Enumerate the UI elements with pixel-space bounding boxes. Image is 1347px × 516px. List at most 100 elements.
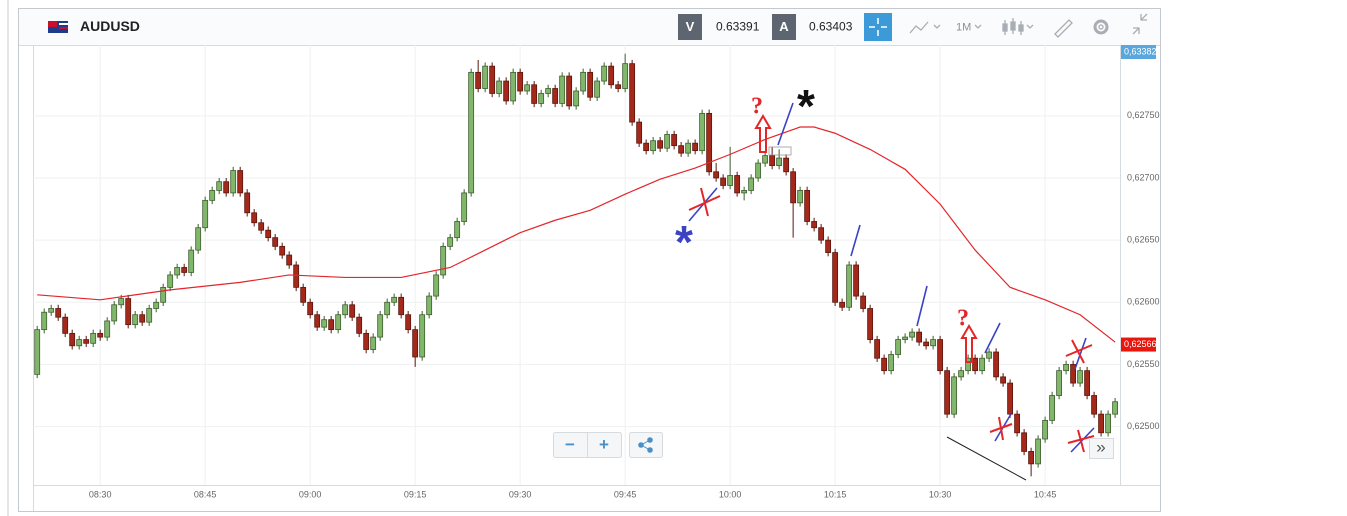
candle-body (902, 336, 909, 340)
candle-body (559, 75, 566, 104)
candle-body (55, 308, 62, 318)
candle-body (433, 274, 440, 297)
candle-body (734, 175, 741, 194)
crosshair-icon (869, 18, 887, 36)
candle-body (797, 190, 804, 204)
candle-body (391, 296, 398, 303)
candle-body (776, 157, 783, 166)
flag-icon (48, 21, 68, 33)
y-tick-label: 0,62650 (1127, 235, 1160, 245)
candle-body (811, 221, 818, 229)
candle-body (944, 370, 951, 415)
candle-body (209, 190, 216, 201)
candle-body (643, 142, 650, 152)
candle-body (678, 145, 685, 154)
bid-box[interactable] (678, 14, 702, 40)
candle-body (440, 245, 447, 276)
candle-body (916, 331, 923, 343)
candle-body (1021, 432, 1028, 452)
candle-body (979, 357, 986, 372)
cross-drawings (688, 187, 1095, 453)
candle-body (538, 93, 545, 104)
candle-body (755, 162, 762, 179)
arrow-drawing (960, 324, 978, 363)
candle-body (818, 227, 825, 241)
candle-body (370, 336, 377, 350)
y-tick-label: 0,62550 (1127, 359, 1160, 369)
y-tick-label: 0,62500 (1127, 421, 1160, 431)
candle-body (349, 304, 356, 318)
candle-body (160, 286, 167, 303)
top-price-label: 0,63382 (1124, 46, 1157, 56)
candle-body (685, 142, 692, 154)
scroll-label: » (1096, 437, 1105, 456)
candle-body (699, 112, 706, 152)
candle-body (167, 274, 174, 288)
candle-body (972, 357, 979, 372)
zoom-out-button[interactable]: − (565, 435, 575, 454)
candle-body (860, 295, 867, 309)
candle-body (307, 301, 314, 316)
candle-body (965, 357, 972, 372)
candle-body (181, 267, 188, 273)
share-button[interactable] (629, 432, 663, 458)
candle-body (622, 63, 629, 89)
candle-body (139, 314, 146, 323)
candle-body (930, 339, 937, 347)
candle-body (468, 71, 475, 194)
candle-body (923, 341, 930, 347)
toolbar-icons (909, 13, 1148, 38)
candle-body (888, 354, 895, 372)
x-tick-label: 10:00 (719, 489, 742, 499)
candle-body (272, 237, 279, 247)
last-price-tag (1121, 337, 1156, 352)
candle-body (720, 177, 727, 186)
candle-body (384, 301, 391, 316)
symbol: AUDUSD (80, 18, 140, 34)
y-tick-label: 0,62700 (1127, 172, 1160, 182)
candle-body (601, 65, 608, 82)
candle-body (293, 264, 300, 288)
ask-box[interactable] (772, 14, 796, 40)
last-price-label: 0,62566 (1124, 339, 1157, 349)
candle-body (1007, 382, 1014, 415)
candle-body (461, 192, 468, 222)
candle-body (286, 254, 293, 266)
candle-body (62, 316, 69, 334)
candle-body (587, 71, 594, 98)
candle-body (1063, 364, 1070, 372)
x-tick-label: 10:15 (824, 489, 847, 499)
bid-price: 0.63391 (716, 20, 760, 34)
zoom-in-button[interactable]: + (599, 435, 609, 454)
candle-body (258, 222, 265, 231)
bid-label: V (686, 19, 695, 34)
trend-drawing (946, 436, 1027, 481)
candle-body (1112, 401, 1119, 415)
top-price-tag (1121, 45, 1156, 59)
candle-body (853, 264, 860, 297)
candle-body (517, 71, 524, 92)
candle-body (909, 331, 916, 338)
scroll-button[interactable] (1089, 438, 1114, 459)
candle-body (524, 84, 531, 92)
crosshair-button[interactable] (864, 13, 892, 41)
candle-body (846, 264, 853, 308)
candle-body (510, 71, 517, 102)
candle-body (1056, 370, 1063, 396)
candle-body (251, 212, 258, 224)
candle-body (398, 296, 405, 316)
timeframe[interactable]: 1M (956, 21, 971, 33)
candle-body (104, 320, 111, 338)
candle-body (727, 175, 734, 186)
candle-body (153, 301, 160, 309)
candle-body (1028, 451, 1035, 465)
candle-body (69, 332, 76, 347)
candle-body (454, 221, 461, 239)
candle-body (706, 112, 713, 173)
candle-body (531, 84, 538, 104)
candle-body (566, 75, 573, 107)
candle-body (762, 155, 769, 164)
candle-body (356, 316, 363, 334)
box-drawing (768, 146, 792, 156)
